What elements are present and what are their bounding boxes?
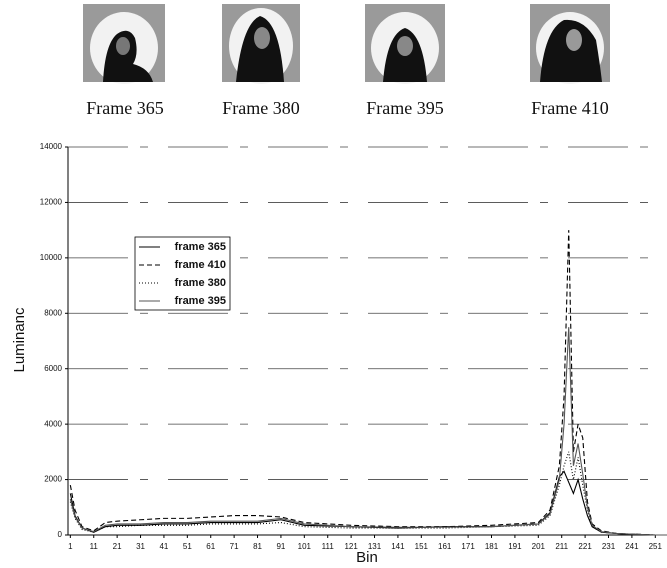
y-tick-label: 4000 bbox=[44, 419, 62, 428]
x-tick-label: 181 bbox=[485, 542, 499, 551]
y-tick-label: 10000 bbox=[40, 253, 63, 262]
legend-label: frame 365 bbox=[175, 241, 226, 253]
x-tick-label: 191 bbox=[508, 542, 522, 551]
thumbnail bbox=[530, 4, 610, 84]
y-axis-label: Luminanc bbox=[11, 307, 28, 373]
x-tick-label: 161 bbox=[438, 542, 452, 551]
thumbnail bbox=[222, 4, 300, 84]
x-tick-label: 71 bbox=[230, 542, 239, 551]
x-axis-label: Bin bbox=[356, 549, 378, 566]
x-tick-label: 151 bbox=[415, 542, 429, 551]
y-tick-label: 12000 bbox=[40, 198, 63, 207]
y-tick-label: 14000 bbox=[40, 142, 63, 151]
x-tick-label: 231 bbox=[602, 542, 616, 551]
x-tick-label: 101 bbox=[298, 542, 312, 551]
x-tick-label: 31 bbox=[136, 542, 145, 551]
legend-label: frame 395 bbox=[175, 295, 226, 307]
frame-caption: Frame 365 bbox=[86, 98, 163, 118]
legend-label: frame 380 bbox=[175, 277, 226, 289]
x-tick-label: 61 bbox=[206, 542, 215, 551]
thumbnails bbox=[83, 4, 610, 84]
frame-caption: Frame 380 bbox=[222, 98, 299, 118]
y-tick-label: 2000 bbox=[44, 475, 62, 484]
frame-caption: Frame 395 bbox=[366, 98, 443, 118]
x-tick-label: 21 bbox=[113, 542, 122, 551]
x-tick-label: 91 bbox=[276, 542, 285, 551]
x-tick-label: 211 bbox=[555, 542, 568, 551]
frame-caption: Frame 410 bbox=[531, 98, 608, 118]
data-line bbox=[69, 230, 667, 536]
y-tick-label: 6000 bbox=[44, 364, 62, 373]
x-tick-label: 251 bbox=[649, 542, 663, 551]
y-tick-label: 8000 bbox=[44, 308, 62, 317]
x-tick-label: 11 bbox=[90, 542, 99, 551]
thumbnail bbox=[83, 4, 165, 84]
x-tick-label: 241 bbox=[625, 542, 639, 551]
x-tick-label: 201 bbox=[532, 542, 546, 551]
x-tick-label: 121 bbox=[344, 542, 358, 551]
x-tick-label: 221 bbox=[578, 542, 592, 551]
data-line bbox=[69, 327, 667, 536]
x-tick-label: 41 bbox=[159, 542, 168, 551]
x-tick-label: 131 bbox=[368, 542, 382, 551]
x-tick-label: 51 bbox=[183, 542, 192, 551]
y-tick-label: 0 bbox=[58, 530, 63, 539]
x-tick-label: 81 bbox=[253, 542, 262, 551]
legend-label: frame 410 bbox=[175, 259, 226, 271]
legend-box bbox=[134, 236, 231, 311]
data-line bbox=[69, 470, 667, 536]
thumbnail bbox=[365, 4, 445, 84]
x-tick-label: 141 bbox=[391, 542, 405, 551]
x-tick-label: 171 bbox=[461, 542, 475, 551]
x-tick-label: 1 bbox=[68, 542, 73, 551]
x-tick-label: 111 bbox=[322, 542, 335, 551]
